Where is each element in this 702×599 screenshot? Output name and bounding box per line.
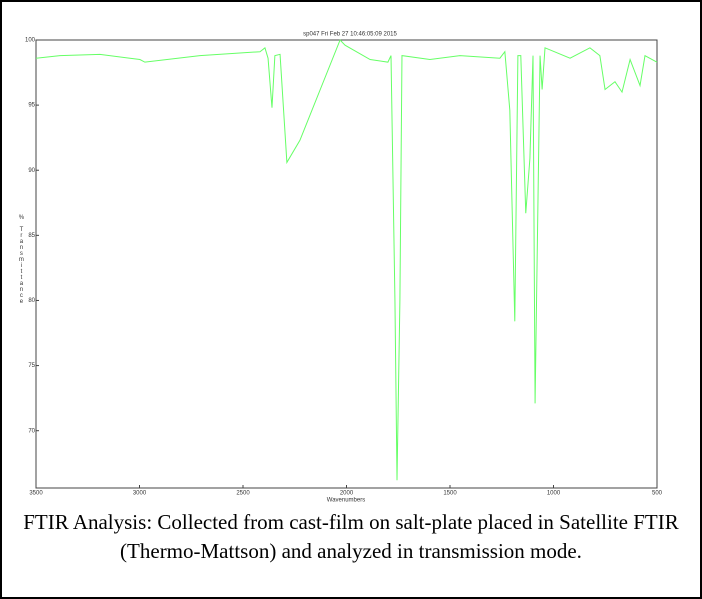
y-axis-label: % Transmittance (18, 215, 24, 305)
y-tick-label: 70 (28, 428, 35, 434)
x-tick-label: 500 (652, 491, 663, 497)
x-tick-label: 2500 (236, 491, 250, 497)
x-tick-label: 2000 (340, 491, 354, 497)
y-tick-label: 80 (28, 298, 35, 304)
y-tick-label: 100 (25, 38, 36, 44)
y-tick-label: 75 (28, 363, 35, 369)
y-tick-label: 90 (28, 168, 35, 174)
y-tick-label: 95 (28, 103, 35, 109)
x-axis-label: Wavenumbers (327, 498, 365, 504)
x-tick-label: 3500 (29, 491, 43, 497)
y-tick-label: 85 (28, 233, 35, 239)
plot-frame (35, 39, 658, 489)
x-tick-label: 1000 (547, 491, 561, 497)
chart-title: sp047 Fri Feb 27 10:46:05:09 2015 (303, 32, 397, 38)
spectrum-line (35, 39, 658, 481)
x-tick-label: 3000 (133, 491, 147, 497)
x-tick-label: 1500 (443, 491, 457, 497)
caption: FTIR Analysis: Collected from cast-film … (23, 510, 679, 563)
